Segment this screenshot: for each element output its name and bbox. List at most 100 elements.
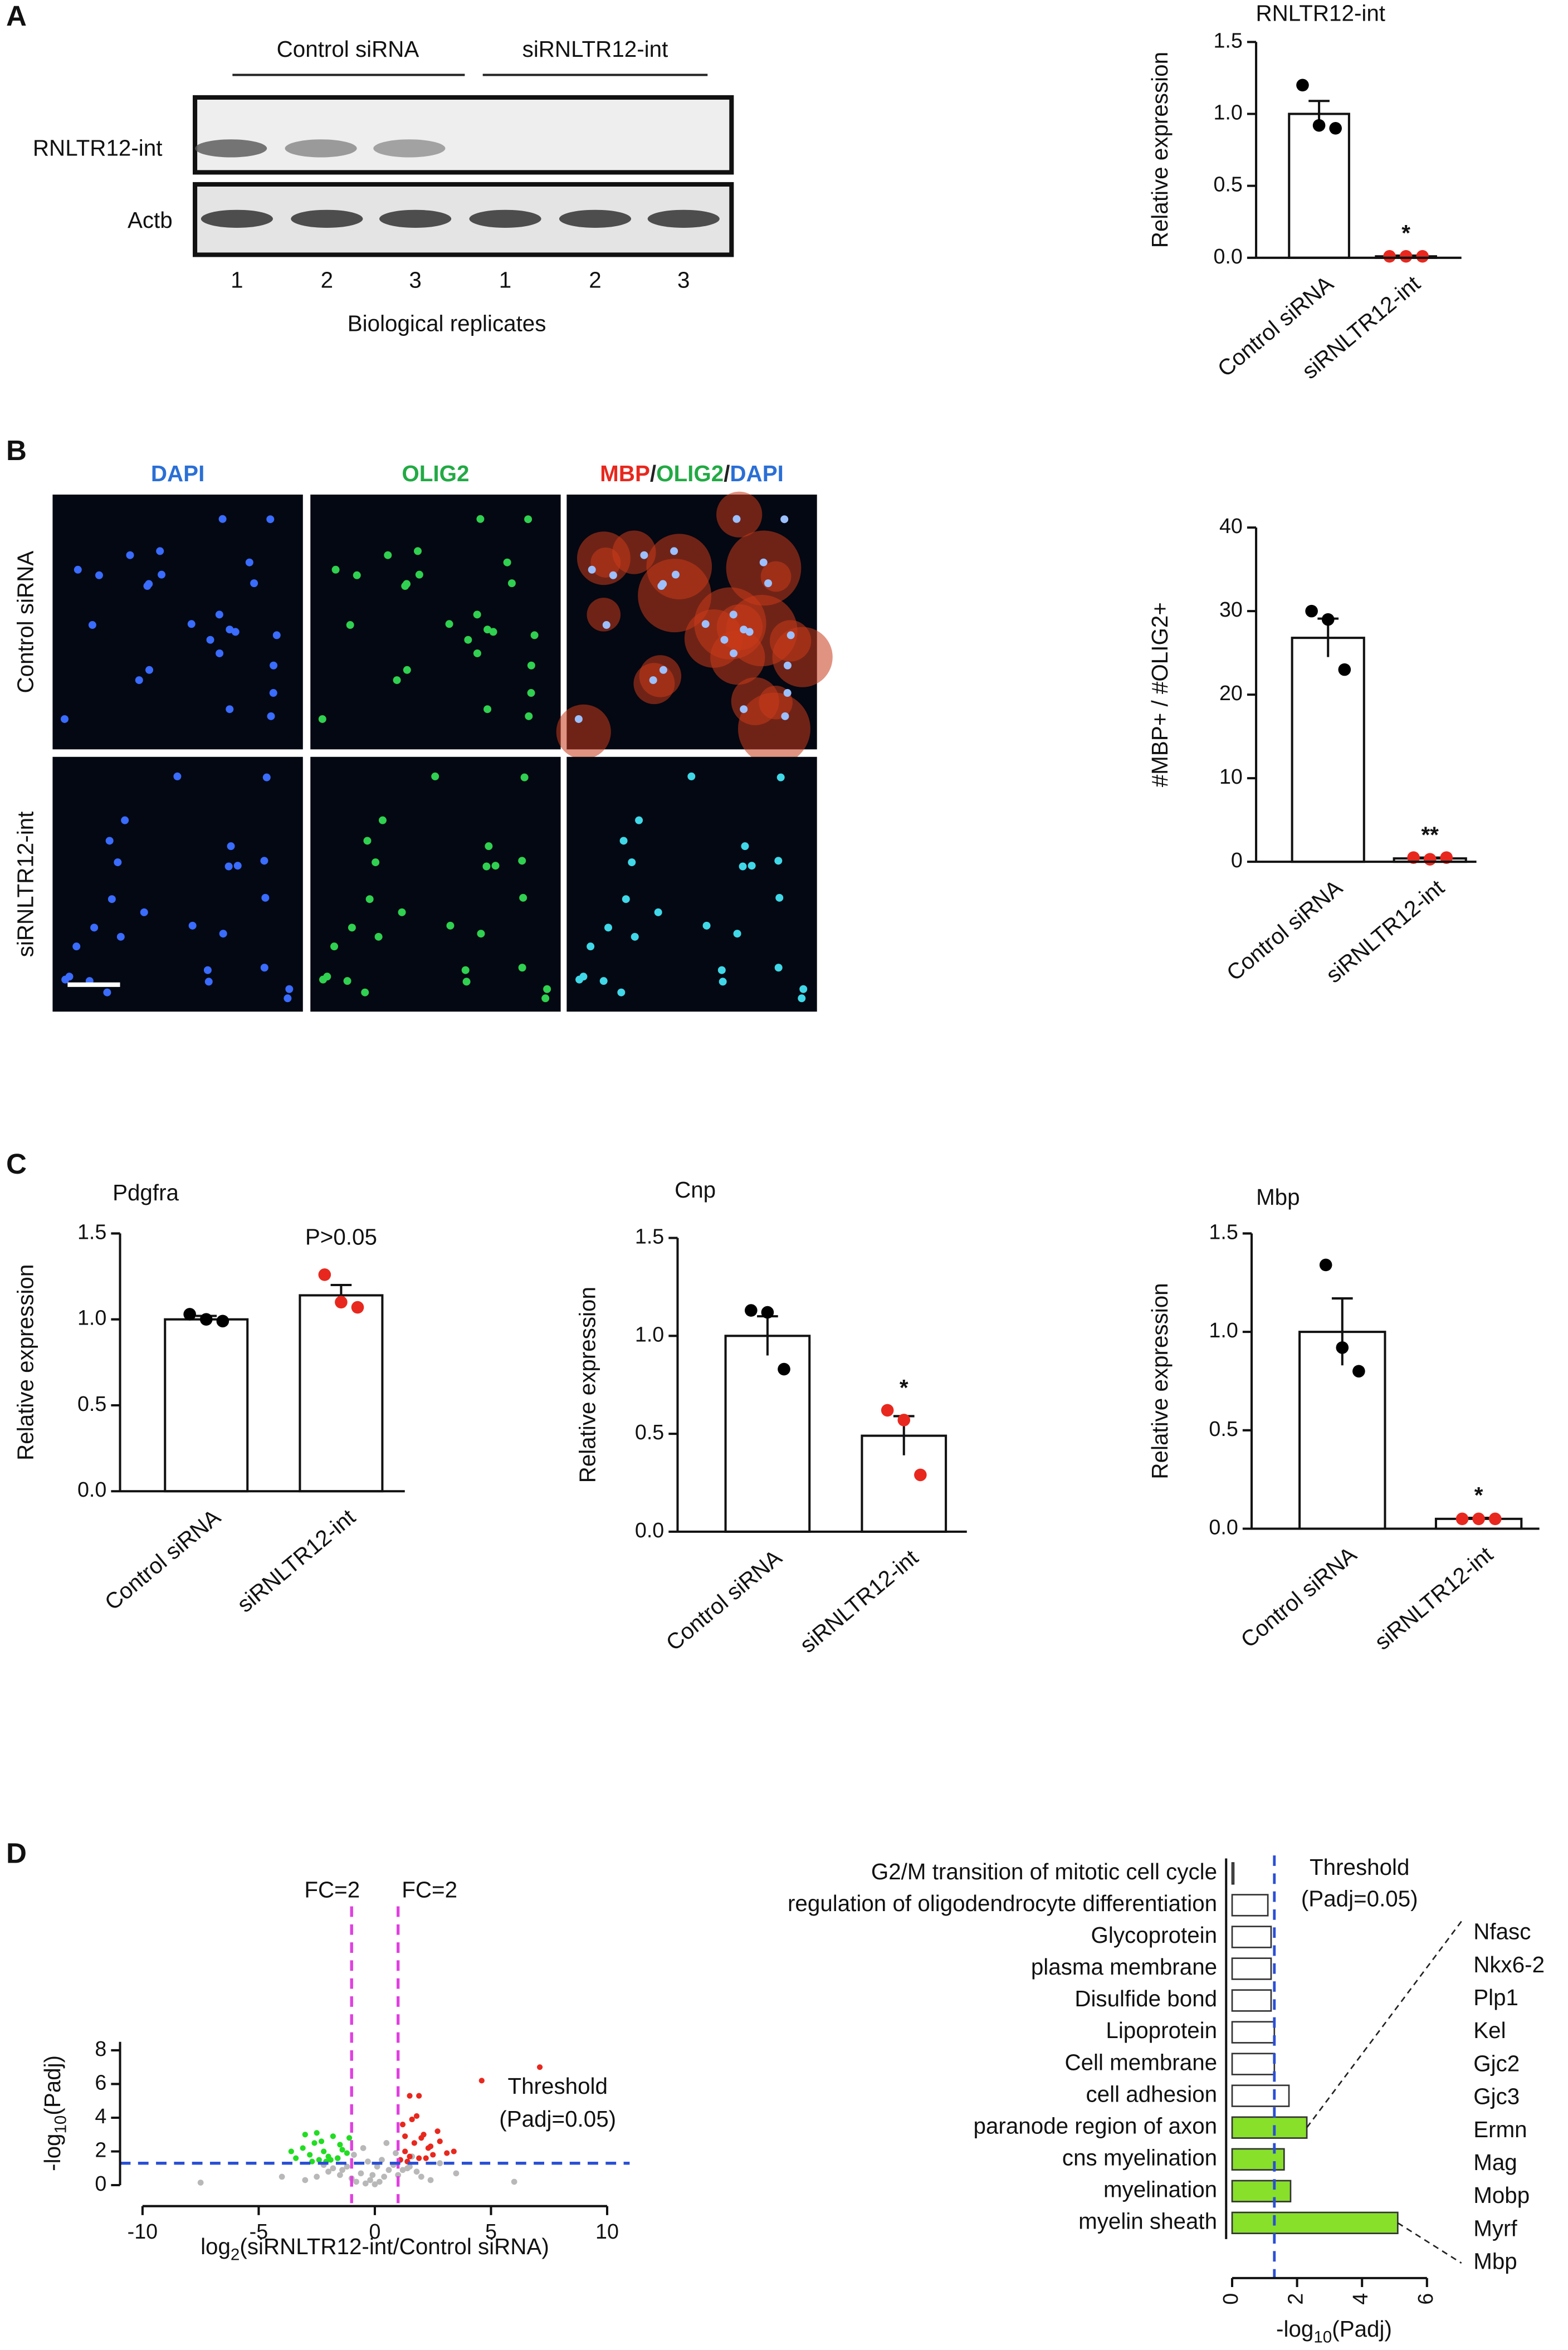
scatter-point [399,2167,406,2173]
y-axis-label-part: (Padj) [40,2055,65,2116]
nucleus [323,973,331,981]
scatter-point [409,2116,415,2123]
y-axis-label-part: -log [40,2134,65,2171]
data-point [1383,250,1396,263]
category-label: Glycoprotein [1091,1922,1218,1948]
gene-label: Plp1 [1473,1985,1518,2010]
nucleus [602,621,610,629]
category-label: Cell membrane [1064,2049,1217,2075]
scatter-point [374,2163,380,2170]
nucleus [775,893,784,902]
bar [1231,1926,1272,1948]
scatter-point [321,2148,327,2154]
nucleus [88,621,96,629]
gel-band [291,209,363,228]
scatter-point [293,2155,299,2161]
scatter-point [344,2150,350,2156]
gel-row-label: Actb [128,207,173,233]
image-column-label-part: DAPI [730,461,783,486]
nucleus [519,893,527,902]
data-point [1329,122,1342,135]
image-column-label-part: DAPI [151,461,204,486]
nucleus [145,666,154,674]
gel-band [469,209,541,228]
gene-label: Nfasc [1473,1919,1531,1945]
bar [1231,1894,1269,1917]
nucleus [617,988,626,996]
nucleus [330,942,339,951]
scatter-point [369,2172,376,2178]
scatter-point [318,2138,325,2144]
panel-letter: A [6,0,27,32]
scatter-point [300,2145,306,2151]
data-point [183,1308,196,1321]
y-tick-label: 0.0 [1213,245,1242,268]
bar [1231,2053,1276,2075]
nucleus [348,924,356,932]
data-point [881,1404,894,1417]
y-tick-label: 0 [95,2172,106,2195]
scatter-point [330,2133,336,2139]
gel-band [647,209,720,228]
scatter-point [351,2152,357,2158]
nucleus [774,857,783,865]
scatter-point [418,2173,424,2180]
scatter-point [302,2177,309,2183]
mbp-stain [731,677,779,725]
y-tick-label: 1.0 [1213,100,1242,124]
image-row-label: Control siRNA [12,551,38,693]
nucleus [787,631,795,639]
nucleus [272,631,281,639]
gel-row-label: RNLTR12-int [33,135,162,161]
nucleus [530,631,539,639]
nucleus [261,893,270,902]
x-tick-label: 10 [595,2220,619,2243]
nucleus [477,930,485,938]
nucleus [720,636,729,644]
mbp-stain [639,655,682,697]
nucleus [776,773,785,781]
nucleus [483,705,492,714]
scatter-point [311,2140,317,2146]
nucleus [231,628,240,636]
scatter-point [437,2160,443,2167]
nucleus [224,862,233,871]
scatter-point [451,2148,457,2154]
nucleus [701,620,710,628]
scatter-point [402,2133,408,2139]
y-axis-label: Relative expression [12,1264,38,1460]
nucleus [631,932,639,941]
gene-connector [1306,1921,1462,2128]
x-axis-label-part: (siRNLTR12-int/Control siRNA) [240,2234,549,2259]
data-point [1399,250,1413,263]
image-column-label-part: / [650,461,656,486]
scatter-point [478,2078,485,2084]
data-point [335,1296,348,1309]
category-label: myelination [1103,2176,1217,2202]
scatter-point [314,2173,320,2180]
y-tick-label: 0.5 [1209,1417,1238,1440]
data-point [761,1306,774,1319]
scatter-point [416,2155,422,2161]
bar [1231,2116,1308,2139]
gel-band [379,209,452,228]
gene-label: Mobp [1473,2182,1530,2208]
nucleus [635,816,643,824]
lane-label: 3 [409,267,421,293]
nucleus [343,977,351,985]
scatter-point [346,2135,353,2141]
significance-label: P>0.05 [305,1224,377,1250]
data-point [351,1301,364,1314]
gene-label: Nkx6-2 [1473,1952,1545,1977]
scatter-point [402,2148,408,2154]
image-column-label: OLIG2 [402,461,469,486]
nucleus [227,842,235,851]
bar [1291,637,1365,863]
gene-label: Kel [1473,2017,1506,2043]
scatter-point [427,2143,434,2149]
bar [1231,2211,1399,2235]
significance-label: * [900,1375,908,1400]
scatter-point [337,2142,343,2148]
y-tick-label: 1.5 [77,1220,106,1243]
scatter-point [423,2155,429,2161]
